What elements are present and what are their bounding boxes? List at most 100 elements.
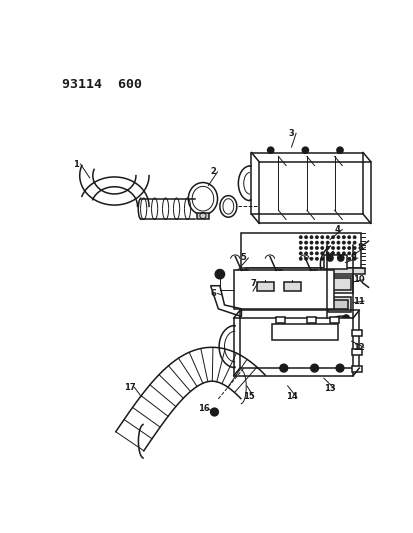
Circle shape — [320, 241, 323, 244]
Bar — [329, 300, 348, 309]
Bar — [306, 317, 316, 322]
Text: 8: 8 — [357, 243, 363, 252]
Bar — [256, 282, 273, 291]
Circle shape — [347, 236, 350, 239]
Circle shape — [217, 272, 222, 277]
Circle shape — [301, 147, 308, 154]
Text: 12: 12 — [353, 343, 364, 352]
Text: 16: 16 — [197, 405, 209, 414]
Bar — [275, 317, 285, 322]
Text: 2: 2 — [209, 167, 215, 176]
Circle shape — [352, 246, 355, 249]
Text: 17: 17 — [123, 383, 135, 392]
Bar — [245, 268, 365, 274]
Text: 7: 7 — [249, 279, 255, 288]
Bar — [351, 366, 361, 372]
Circle shape — [336, 252, 339, 255]
Circle shape — [342, 236, 344, 239]
Bar — [233, 270, 333, 309]
Bar — [233, 318, 352, 376]
Text: 14: 14 — [285, 392, 297, 401]
Text: 1: 1 — [73, 159, 78, 168]
Circle shape — [352, 252, 355, 255]
Circle shape — [331, 241, 334, 244]
Text: 3: 3 — [288, 129, 294, 138]
Circle shape — [336, 241, 339, 244]
Circle shape — [325, 236, 328, 239]
Circle shape — [309, 241, 312, 244]
Circle shape — [309, 252, 312, 255]
Circle shape — [331, 246, 334, 249]
Circle shape — [336, 147, 342, 154]
Circle shape — [320, 257, 323, 260]
Circle shape — [336, 257, 339, 260]
Circle shape — [299, 252, 301, 255]
Text: 9: 9 — [349, 254, 355, 262]
Circle shape — [299, 241, 301, 244]
Circle shape — [315, 252, 318, 255]
Circle shape — [347, 252, 350, 255]
Circle shape — [347, 241, 350, 244]
Bar — [325, 276, 352, 293]
Circle shape — [331, 257, 334, 260]
Circle shape — [320, 236, 323, 239]
Bar — [251, 152, 362, 214]
Text: 13: 13 — [323, 384, 335, 393]
Circle shape — [342, 252, 344, 255]
Circle shape — [320, 246, 323, 249]
Circle shape — [315, 257, 318, 260]
Circle shape — [335, 364, 343, 372]
Bar — [239, 310, 358, 368]
Circle shape — [331, 236, 334, 239]
Circle shape — [304, 252, 307, 255]
Text: 10: 10 — [353, 275, 364, 284]
Circle shape — [336, 236, 339, 239]
Circle shape — [342, 246, 344, 249]
Bar — [259, 161, 370, 223]
Circle shape — [309, 257, 312, 260]
Circle shape — [325, 252, 328, 255]
Bar — [272, 324, 337, 340]
Bar — [327, 296, 350, 312]
Circle shape — [299, 236, 301, 239]
Text: 93114  600: 93114 600 — [62, 78, 142, 91]
Bar — [351, 349, 361, 355]
Circle shape — [315, 241, 318, 244]
Circle shape — [299, 246, 301, 249]
Circle shape — [325, 246, 328, 249]
Circle shape — [315, 236, 318, 239]
Circle shape — [304, 236, 307, 239]
Circle shape — [304, 246, 307, 249]
Text: 5: 5 — [240, 254, 246, 262]
Circle shape — [325, 257, 328, 260]
Circle shape — [336, 246, 339, 249]
Text: 6: 6 — [209, 289, 215, 298]
Circle shape — [310, 364, 318, 372]
Text: 4: 4 — [334, 225, 340, 234]
Circle shape — [331, 252, 334, 255]
Bar — [323, 255, 346, 269]
Circle shape — [326, 255, 332, 261]
Circle shape — [212, 410, 216, 414]
Circle shape — [342, 241, 344, 244]
Bar — [241, 233, 360, 268]
Bar — [283, 282, 300, 291]
Circle shape — [267, 147, 273, 154]
Circle shape — [325, 241, 328, 244]
Circle shape — [309, 236, 312, 239]
Circle shape — [210, 408, 218, 416]
Bar — [328, 278, 350, 290]
Circle shape — [304, 241, 307, 244]
Circle shape — [299, 257, 301, 260]
Circle shape — [304, 257, 307, 260]
Bar — [351, 329, 361, 336]
Bar — [329, 317, 338, 322]
Circle shape — [320, 252, 323, 255]
Circle shape — [215, 270, 224, 279]
Circle shape — [342, 315, 349, 321]
Circle shape — [347, 257, 350, 260]
Circle shape — [309, 246, 312, 249]
Circle shape — [315, 246, 318, 249]
Circle shape — [347, 246, 350, 249]
Circle shape — [279, 364, 287, 372]
